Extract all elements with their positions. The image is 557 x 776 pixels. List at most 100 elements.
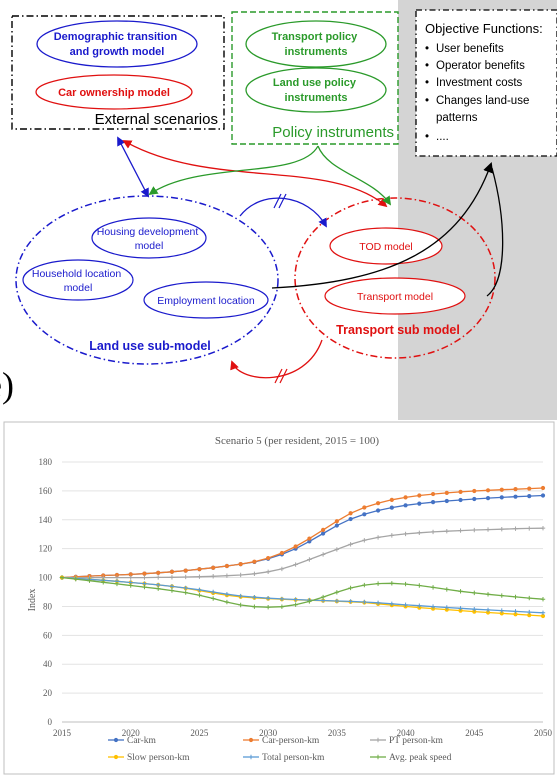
connector-policy-landuse xyxy=(148,145,319,196)
land-use-policy-ellipse xyxy=(245,67,387,113)
data-point xyxy=(527,613,532,618)
data-point xyxy=(499,593,504,598)
data-point xyxy=(348,585,353,591)
data-point xyxy=(527,595,532,601)
data-point xyxy=(499,495,504,500)
data-point xyxy=(183,574,188,580)
data-point xyxy=(307,539,312,544)
data-point xyxy=(417,583,422,588)
data-point xyxy=(238,602,243,608)
data-point xyxy=(403,503,408,508)
y-tick-labels: 0 20 40 60 80 100 120 140 160 180 xyxy=(39,457,53,727)
data-point xyxy=(348,511,353,516)
data-point xyxy=(430,500,436,505)
bullet-icon: • xyxy=(425,43,429,55)
data-point xyxy=(540,613,546,619)
land-use-policy-label: Land use policy xyxy=(273,77,357,89)
data-point xyxy=(252,604,257,609)
series-line xyxy=(61,576,544,614)
data-point xyxy=(458,489,463,494)
legend-marker xyxy=(248,737,254,743)
lag-mark-icon xyxy=(274,368,283,384)
data-point xyxy=(279,604,285,609)
data-point xyxy=(252,595,257,600)
data-point xyxy=(265,596,271,601)
data-point xyxy=(389,505,394,510)
data-point xyxy=(334,547,340,552)
car-ownership-label: Car ownership model xyxy=(58,87,170,99)
data-point xyxy=(499,526,504,532)
housing-development-ellipse xyxy=(91,217,207,259)
data-point xyxy=(279,596,285,602)
data-point xyxy=(540,610,546,615)
data-point xyxy=(389,533,395,538)
objectives-title: Objective Functions: xyxy=(425,21,543,36)
bullet-icon: • xyxy=(425,131,429,143)
external-scenarios-label: External scenarios xyxy=(95,111,218,128)
policy-instruments-label: Policy instruments xyxy=(272,124,394,141)
data-point xyxy=(458,589,463,594)
data-point xyxy=(430,585,436,590)
data-point xyxy=(348,599,353,604)
legend: Car-km Car-person-km PT person-km Slow pers… xyxy=(108,736,452,763)
data-point xyxy=(513,494,518,499)
lag-mark-icon xyxy=(273,193,282,209)
svg-text:Demographic transition a: Demographic transition and growth model xyxy=(54,31,181,58)
data-point xyxy=(169,584,175,589)
tod-model-label: TOD model xyxy=(359,241,413,253)
data-point xyxy=(321,527,326,532)
legend-label: PT person-km xyxy=(389,736,444,746)
data-point xyxy=(485,610,491,615)
data-point xyxy=(417,501,422,506)
model-framework-diagram: Objective Functions: • User benefits • O… xyxy=(0,0,557,420)
data-point xyxy=(128,572,133,577)
data-point xyxy=(375,535,381,540)
data-point xyxy=(499,608,504,613)
lag-mark-icon xyxy=(278,193,287,209)
data-point xyxy=(183,585,188,591)
y-tick-label: 100 xyxy=(39,573,53,583)
data-point xyxy=(210,589,216,595)
data-point xyxy=(279,550,284,556)
policy-instruments-box: Transport policy instruments Land use po… xyxy=(231,11,399,145)
land-use-submodel-label: Land use sub-model xyxy=(89,339,211,353)
data-point xyxy=(293,602,298,607)
data-point xyxy=(472,606,477,612)
data-point xyxy=(430,491,436,497)
data-point xyxy=(513,487,518,492)
data-point xyxy=(320,552,326,557)
data-point xyxy=(156,570,161,575)
y-tick-label: 40 xyxy=(43,659,53,669)
data-point xyxy=(169,575,175,580)
scenario-line-chart: Scenario 5 (per resident, 2015 = 100) In… xyxy=(3,421,555,775)
data-point xyxy=(114,572,120,578)
data-point xyxy=(156,586,161,591)
y-tick-label: 20 xyxy=(43,688,53,698)
data-point xyxy=(472,488,477,494)
data-point xyxy=(540,493,546,498)
data-point xyxy=(444,498,449,504)
legend-label: Slow person-km xyxy=(127,753,190,763)
series-lines xyxy=(59,485,546,619)
data-point xyxy=(307,599,312,604)
tod-model-ellipse xyxy=(329,227,443,265)
svg-text:• User benefits •: • User benefits • Operator benefits • In… xyxy=(425,43,533,143)
data-point xyxy=(444,587,449,592)
data-point xyxy=(362,599,367,605)
data-point xyxy=(375,600,381,606)
data-point xyxy=(527,493,532,499)
objective-item: .... xyxy=(436,131,449,143)
legend-marker xyxy=(375,737,381,743)
data-point xyxy=(265,604,271,610)
data-point xyxy=(375,501,381,506)
data-point xyxy=(540,597,546,602)
objective-item: Operator benefits xyxy=(436,60,525,72)
y-tick-label: 120 xyxy=(39,544,53,554)
bullet-icon: • xyxy=(425,95,429,107)
x-tick-label: 2030 xyxy=(259,728,278,738)
objective-item: patterns xyxy=(436,112,478,124)
data-point xyxy=(403,531,408,537)
diagram-connectors xyxy=(117,136,504,384)
data-point xyxy=(142,571,147,576)
data-point xyxy=(499,487,504,492)
